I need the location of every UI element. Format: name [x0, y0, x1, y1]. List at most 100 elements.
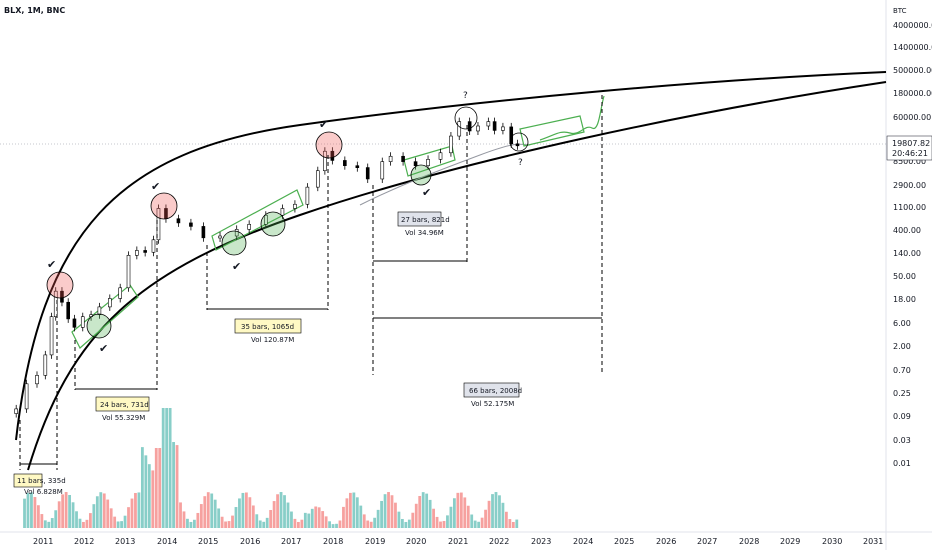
volume-bar: [487, 500, 491, 528]
bottom-circle: [86, 313, 112, 339]
volume-bar: [352, 492, 356, 528]
volume-bar: [102, 493, 106, 528]
volume-bar: [470, 514, 474, 528]
year-tick: 2012: [74, 537, 94, 546]
volume-bar: [414, 503, 418, 528]
volume-bar: [251, 505, 255, 528]
volume-bar: [276, 494, 279, 528]
volume-bar: [255, 514, 259, 528]
currency-label: BTC: [893, 7, 907, 15]
check-icon: ✔: [422, 186, 431, 199]
volume-bar: [203, 496, 207, 528]
price-tick: 0.01: [893, 459, 911, 468]
price-tick: 2900.00: [893, 181, 926, 190]
candle: [380, 161, 385, 180]
candle: [492, 121, 497, 131]
volume-bar: [511, 521, 515, 528]
volume-bar: [137, 492, 141, 528]
price-tick: 400.00: [893, 226, 921, 235]
volume-bar: [147, 464, 151, 528]
candle: [108, 298, 112, 308]
volume-bar: [456, 492, 460, 528]
question-mark: ?: [518, 158, 523, 168]
candle: [280, 208, 285, 216]
volume-bar: [296, 521, 300, 528]
bottom-circle: [221, 230, 247, 256]
green-channel: [403, 145, 456, 177]
volume-bar: [120, 521, 123, 528]
candle: [438, 152, 443, 160]
volume-bar: [435, 516, 439, 528]
svg-text:Vol 120.87M: Vol 120.87M: [251, 336, 294, 344]
volume-bar: [99, 492, 103, 528]
volume-bar: [78, 518, 82, 528]
volume-bar: [95, 496, 99, 528]
volume-bar: [40, 514, 44, 528]
svg-text:Vol 6.828M: Vol 6.828M: [24, 488, 63, 496]
volume-bar: [26, 493, 30, 528]
top-circle: [454, 106, 478, 130]
volume-bar: [269, 510, 273, 528]
volume-bar: [449, 506, 453, 528]
candle: [426, 159, 430, 166]
price-tick: 180000.00: [893, 89, 932, 98]
top-circle: [46, 271, 74, 299]
volume-bar: [248, 497, 252, 528]
volume-bar: [258, 520, 262, 528]
volume-bar: [491, 494, 494, 528]
volume-bar: [123, 515, 127, 528]
price-tick: 0.25: [893, 389, 911, 398]
volume-bar: [446, 515, 449, 528]
candle: [501, 126, 505, 131]
candle: [323, 150, 327, 172]
volume-bar: [33, 497, 37, 528]
bottom-circle: [260, 211, 286, 237]
candle: [189, 222, 193, 227]
year-tick: 2011: [33, 537, 53, 546]
candle: [151, 239, 156, 253]
volume-bar: [210, 493, 214, 528]
price-tick: 140.00: [893, 249, 921, 258]
svg-text:24 bars, 731d: 24 bars, 731d: [100, 401, 149, 409]
volume-bar: [68, 494, 71, 528]
year-tick: 2018: [323, 537, 343, 546]
volume-bar: [345, 498, 349, 528]
year-tick: 2020: [406, 537, 426, 546]
measure-label: 11 bars, 335d Vol 6.828M: [13, 473, 66, 496]
volume-bar: [47, 521, 51, 528]
year-tick: 2028: [739, 537, 759, 546]
volume-bar: [172, 442, 175, 528]
candles: [14, 117, 520, 418]
check-icon: ✔: [151, 180, 160, 193]
volume-bar: [380, 500, 383, 528]
candle: [66, 301, 70, 320]
volume-bar: [480, 517, 484, 528]
volume-bar: [439, 521, 442, 528]
check-icon: ✔: [232, 260, 241, 273]
current-price-badge[interactable]: 19807.82 20:46:21: [0, 135, 932, 161]
volume-bar: [504, 511, 508, 528]
price-tick: 60000.00: [893, 113, 931, 122]
volume-bar: [362, 514, 366, 528]
year-tick: 2014: [157, 537, 177, 546]
volume-bar: [262, 521, 266, 528]
candle: [49, 316, 54, 356]
candle: [413, 161, 418, 166]
volume-bar: [109, 508, 113, 528]
price-tick: 8500.00: [893, 157, 926, 166]
price-tick: 1400000.00: [893, 43, 932, 52]
volume-bar: [300, 519, 304, 528]
volume-bar: [213, 499, 217, 528]
volume-bar: [106, 499, 110, 528]
svg-text:Vol 52.175M: Vol 52.175M: [471, 400, 514, 408]
volume-bar: [373, 517, 377, 528]
volume-bar: [321, 511, 325, 528]
volume-bar: [387, 492, 390, 528]
year-tick: 2023: [531, 537, 551, 546]
candle: [305, 186, 310, 205]
candle: [176, 218, 181, 224]
volume-bar: [43, 520, 47, 528]
projection-wave: [539, 95, 605, 141]
